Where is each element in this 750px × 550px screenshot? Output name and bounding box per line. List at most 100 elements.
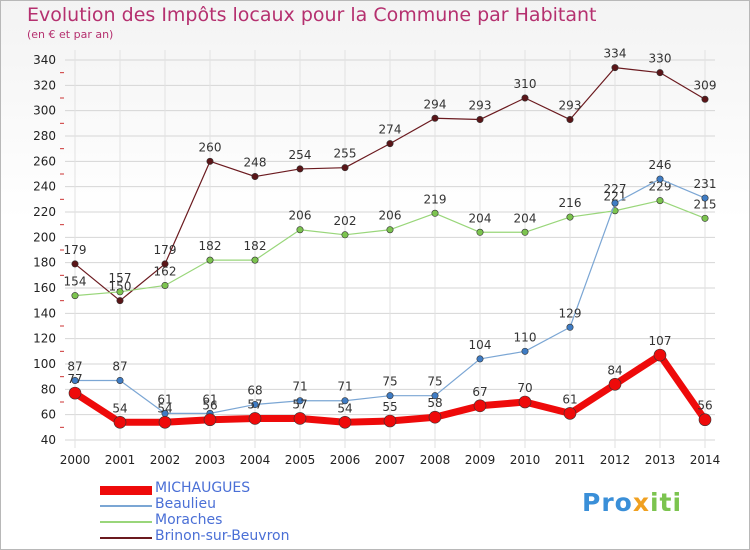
x-tick-label: 2014: [690, 453, 721, 467]
data-label: 77: [67, 372, 82, 386]
data-label: 54: [337, 401, 352, 415]
data-point: [341, 164, 349, 172]
data-point: [203, 413, 217, 427]
data-label: 157: [109, 271, 132, 285]
legend-label: MICHAUGUES: [155, 480, 251, 496]
data-label: 57: [247, 397, 262, 411]
data-label: 204: [469, 211, 492, 225]
data-point: [206, 157, 214, 165]
data-point: [518, 395, 532, 409]
legend-swatch: [100, 485, 152, 495]
data-point: [566, 116, 574, 124]
data-point: [386, 140, 394, 148]
legend-label: Brinon-sur-Beuvron: [155, 528, 290, 544]
data-point: [296, 165, 304, 173]
data-point: [248, 412, 262, 425]
chart-title: Evolution des Impôts locaux pour la Comm…: [27, 4, 597, 26]
legend-label: Moraches: [155, 512, 223, 528]
data-label: 206: [289, 209, 312, 223]
data-point: [68, 386, 82, 400]
x-tick-label: 2001: [105, 453, 136, 467]
data-label: 87: [112, 359, 127, 373]
data-label: 215: [694, 197, 717, 211]
data-point: [521, 347, 529, 355]
legend-label: Beaulieu: [155, 496, 216, 512]
x-tick-label: 2007: [375, 453, 406, 467]
data-label: 55: [382, 400, 397, 414]
data-label: 204: [514, 211, 537, 225]
data-point: [161, 281, 169, 289]
data-point: [656, 175, 664, 183]
x-tick-label: 2006: [330, 453, 361, 467]
data-label: 68: [247, 384, 262, 398]
legend-swatch: [100, 505, 152, 507]
data-label: 293: [559, 99, 582, 113]
legend-swatch: [100, 521, 152, 523]
data-point: [521, 228, 529, 236]
data-label: 216: [559, 196, 582, 210]
data-point: [251, 401, 259, 409]
data-point: [701, 194, 709, 202]
data-point: [476, 355, 484, 363]
data-label: 202: [334, 214, 357, 228]
data-point: [296, 226, 304, 234]
x-tick-label: 2012: [600, 453, 631, 467]
legend-swatch: [100, 537, 152, 539]
data-point: [71, 376, 79, 384]
data-label: 71: [337, 380, 352, 394]
data-point: [158, 415, 172, 429]
data-label: 75: [382, 375, 397, 389]
x-tick-label: 2002: [150, 453, 181, 467]
data-label: 179: [154, 243, 177, 257]
y-tick-label: 260: [33, 154, 56, 168]
logo-part-x: x: [632, 488, 650, 517]
data-point: [701, 95, 709, 103]
data-point: [656, 197, 664, 205]
x-tick-label: 2013: [645, 453, 676, 467]
data-point: [293, 412, 307, 425]
data-point: [71, 260, 79, 268]
logo-part-pro: Pro: [582, 488, 633, 517]
data-point: [611, 199, 619, 207]
x-tick-label: 2010: [510, 453, 541, 467]
y-tick-label: 340: [33, 53, 56, 67]
data-point: [341, 231, 349, 239]
data-label: 182: [244, 239, 267, 253]
x-tick-label: 2009: [465, 453, 496, 467]
x-tick-label: 2005: [285, 453, 316, 467]
data-point: [251, 256, 259, 264]
data-label: 330: [649, 52, 672, 66]
data-label: 54: [112, 401, 127, 415]
y-tick-label: 120: [33, 332, 56, 346]
data-point: [431, 209, 439, 217]
data-label: 309: [694, 78, 717, 92]
data-label: 231: [694, 177, 717, 191]
chart-subtitle: (en € et par an): [27, 28, 114, 41]
logo-part-iti: iti: [649, 488, 683, 517]
data-label: 54: [157, 401, 172, 415]
data-point: [71, 292, 79, 300]
data-label: 206: [379, 209, 402, 223]
data-point: [476, 228, 484, 236]
data-point: [386, 226, 394, 234]
data-label: 229: [649, 180, 672, 194]
y-tick-label: 140: [33, 306, 56, 320]
data-point: [386, 392, 394, 400]
data-point: [701, 214, 709, 222]
data-label: 219: [424, 192, 447, 206]
data-label: 61: [562, 392, 577, 406]
data-label: 61: [157, 392, 172, 406]
data-label: 248: [244, 156, 267, 170]
data-point: [653, 348, 667, 362]
data-point: [116, 297, 124, 305]
y-tick-label: 200: [33, 230, 56, 244]
data-point: [113, 415, 127, 429]
data-point: [116, 288, 124, 296]
data-point: [521, 94, 529, 102]
y-tick-label: 100: [33, 357, 56, 371]
data-point: [206, 256, 214, 264]
data-point: [428, 410, 442, 424]
y-tick-label: 280: [33, 129, 56, 143]
data-point: [338, 415, 352, 429]
data-label: 84: [607, 363, 622, 377]
